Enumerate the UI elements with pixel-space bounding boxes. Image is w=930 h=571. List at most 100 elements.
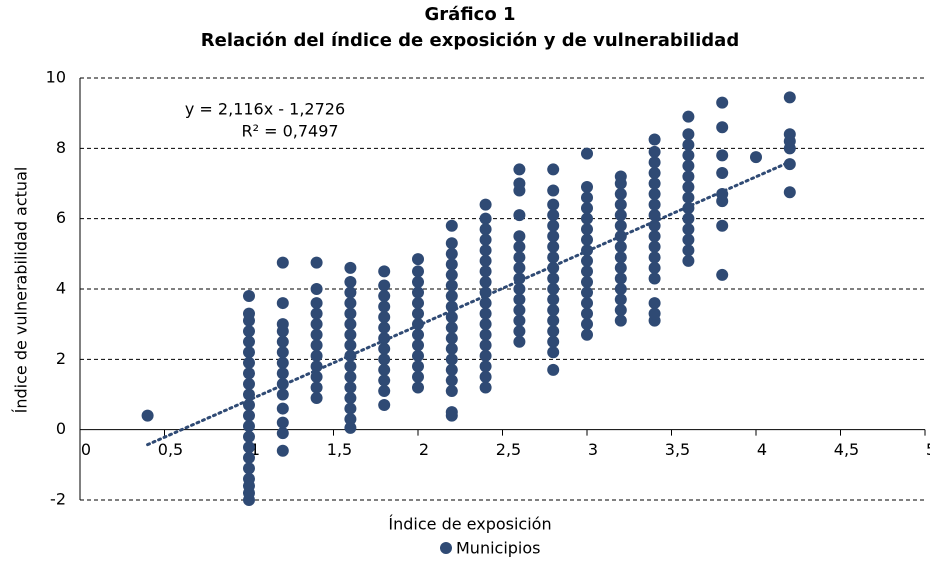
x-tick-label: 3	[588, 440, 598, 459]
point	[547, 198, 560, 211]
point	[141, 409, 154, 422]
point	[547, 346, 560, 359]
point	[412, 339, 424, 352]
point	[243, 346, 255, 359]
point	[513, 304, 526, 317]
x-tick-label: 0	[81, 440, 91, 459]
point	[648, 133, 661, 146]
chart-subtitle: Relación del índice de exposición y de v…	[201, 30, 739, 51]
y-tick-label: 2	[56, 349, 66, 368]
point	[412, 253, 424, 266]
point	[445, 279, 458, 292]
y-tick-label: 0	[56, 419, 66, 438]
point	[243, 335, 255, 348]
point	[344, 381, 357, 394]
point	[479, 254, 492, 267]
point	[412, 360, 424, 373]
point	[378, 384, 391, 397]
point	[648, 261, 661, 274]
x-tick-label: 4,5	[834, 440, 859, 459]
point	[614, 272, 627, 285]
point	[581, 275, 593, 288]
point	[479, 381, 492, 394]
y-tick-label: 10	[46, 68, 66, 87]
point	[513, 209, 526, 222]
point	[648, 145, 661, 158]
point	[682, 254, 695, 267]
point	[412, 286, 424, 299]
point	[547, 219, 560, 232]
point	[479, 349, 492, 362]
point	[716, 96, 729, 109]
point	[581, 181, 593, 194]
point	[581, 286, 593, 299]
point	[547, 163, 560, 176]
point	[547, 283, 560, 295]
point	[344, 360, 357, 373]
point	[581, 328, 593, 341]
point	[581, 307, 593, 320]
point	[344, 392, 357, 405]
point	[716, 149, 729, 162]
point	[310, 256, 323, 269]
point	[547, 314, 560, 327]
point	[445, 342, 458, 355]
chart-title: Gráfico 1	[425, 4, 516, 25]
equation-annotation: y = 2,116x - 1,2726	[185, 100, 345, 119]
r2-annotation: R² = 0,7497	[241, 122, 338, 141]
point	[310, 297, 323, 310]
point	[243, 367, 255, 380]
point	[276, 356, 289, 369]
point	[276, 297, 289, 310]
point	[614, 293, 627, 306]
point	[783, 91, 796, 104]
point	[783, 128, 796, 141]
point	[716, 121, 729, 134]
point	[783, 158, 796, 171]
point	[479, 212, 492, 225]
point	[445, 384, 458, 397]
point	[243, 462, 255, 475]
point	[614, 209, 627, 222]
point	[648, 230, 661, 243]
x-tick-label: 1,5	[327, 440, 352, 459]
point	[344, 413, 357, 426]
point	[378, 332, 391, 345]
point	[378, 311, 391, 324]
point	[310, 328, 323, 341]
point	[243, 472, 255, 485]
point	[581, 233, 593, 246]
point	[479, 244, 492, 257]
point	[682, 212, 695, 225]
point	[344, 328, 357, 341]
point	[648, 198, 661, 211]
point	[479, 198, 492, 211]
point	[445, 406, 458, 419]
point	[479, 339, 492, 352]
point	[344, 275, 357, 288]
point	[581, 265, 593, 278]
point	[614, 283, 627, 295]
point	[648, 177, 661, 190]
x-tick-label: 2	[419, 440, 429, 459]
point	[412, 370, 424, 383]
point	[276, 444, 289, 457]
point	[614, 198, 627, 211]
point	[513, 335, 526, 348]
point	[716, 219, 729, 232]
point	[479, 297, 492, 310]
point	[547, 293, 560, 306]
point	[310, 349, 323, 362]
point	[310, 392, 323, 405]
y-tick-label: -2	[50, 490, 66, 509]
x-tick-label: 4	[757, 440, 767, 459]
point	[614, 314, 627, 327]
point	[445, 363, 458, 376]
point	[682, 138, 695, 151]
point	[243, 441, 255, 454]
point	[682, 170, 695, 183]
point	[547, 184, 560, 197]
point	[614, 219, 627, 232]
point	[412, 349, 424, 362]
point	[648, 272, 661, 285]
